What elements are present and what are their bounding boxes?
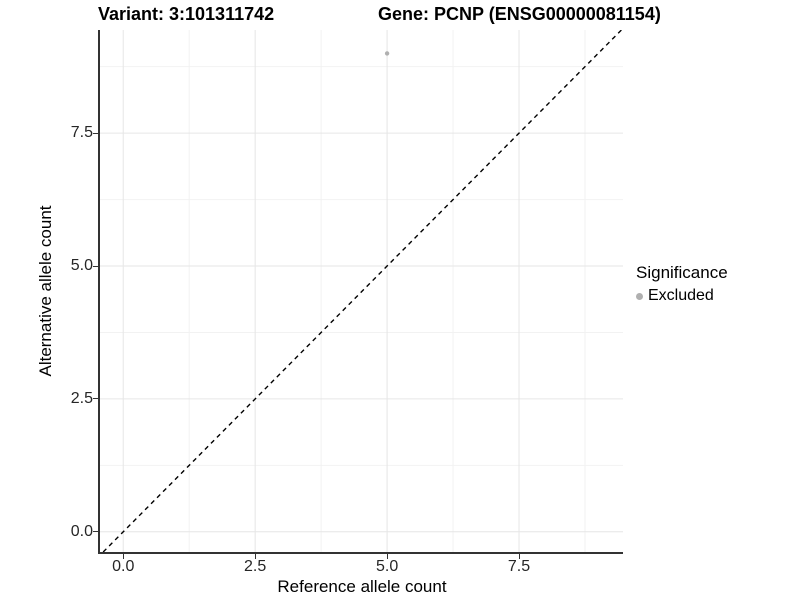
legend-title: Significance	[636, 263, 728, 282]
y-tick-label: 7.5	[70, 124, 93, 142]
y-tick-label: 5.0	[70, 257, 93, 275]
legend-item: Excluded	[636, 287, 728, 305]
plot-panel	[100, 30, 623, 552]
x-tick-label: 0.0	[112, 558, 135, 575]
y-tick-mark	[93, 531, 99, 533]
y-axis-title: Alternative allele count	[36, 205, 55, 377]
x-tick-mark	[386, 553, 388, 559]
y-axis-line	[98, 30, 100, 554]
x-axis-line	[98, 552, 623, 554]
legend-items: Excluded	[636, 287, 728, 305]
y-tick-label: 0.0	[70, 522, 93, 540]
y-tick-mark	[93, 398, 99, 400]
identity-line	[102, 30, 622, 552]
legend: Significance Excluded	[636, 263, 728, 305]
plot-title-variant: Variant: 3:101311742	[98, 4, 275, 24]
legend-point-icon	[636, 292, 643, 300]
x-tick-label: 5.0	[375, 558, 399, 575]
x-tick-mark	[518, 553, 520, 559]
x-tick-mark	[122, 553, 124, 559]
plot-title-gene: Gene: PCNP (ENSG00000081154)	[378, 4, 661, 24]
data-point	[384, 51, 390, 56]
y-tick-mark	[93, 265, 99, 267]
x-tick-label: 2.5	[244, 558, 267, 575]
x-tick-mark	[254, 553, 256, 559]
x-tick-label: 7.5	[507, 558, 531, 575]
x-axis-title: Reference allele count	[277, 577, 447, 596]
y-tick-mark	[93, 132, 99, 134]
legend-item-label: Excluded	[648, 287, 714, 304]
y-tick-label: 2.5	[70, 389, 93, 407]
